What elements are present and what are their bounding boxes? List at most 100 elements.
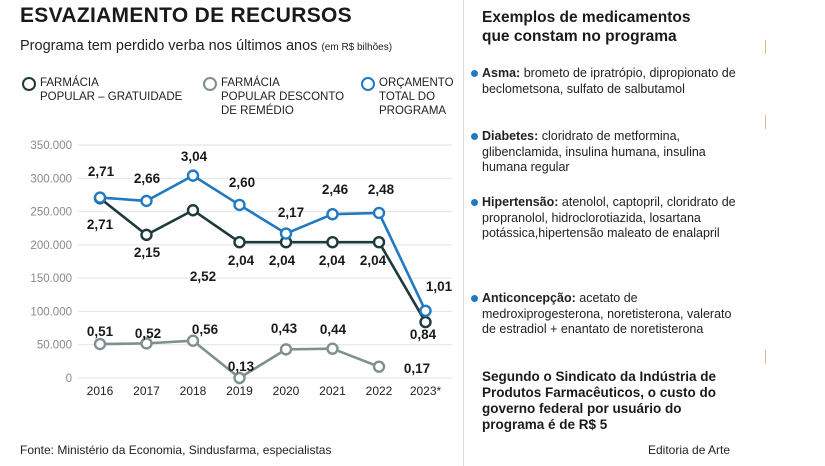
x-tick-label: 2019 <box>226 384 253 398</box>
y-tick-label: 300.000 <box>30 173 72 185</box>
data-label: 2,17 <box>278 205 304 220</box>
legend-label: FARMÁCIA POPULAR DESCONTO DE REMÉDIO <box>221 76 344 118</box>
series-line <box>99 174 427 312</box>
x-tick-label: 2018 <box>180 384 207 398</box>
line-chart: 350.000 300.000 250.000 200.000 150.000 100.0… <box>30 140 453 398</box>
edge-mark <box>765 350 766 364</box>
y-tick-label: 100.000 <box>30 306 72 318</box>
source-note: Fonte: Ministério da Economia, Sindusfar… <box>20 443 332 457</box>
data-label: 0,84 <box>410 327 437 342</box>
legend-label: FARMÁCIA POPULAR – GRATUIDADE <box>40 76 182 104</box>
legend-marker-icon <box>22 77 36 91</box>
legend-label: ORÇAMENTO TOTAL DO PROGRAMA <box>379 76 454 118</box>
data-label: 0,13 <box>228 359 255 374</box>
subtitle-unit: (em R$ bilhões) <box>321 42 393 53</box>
legend-line: FARMÁCIA <box>40 77 99 89</box>
bullet-icon <box>471 199 478 206</box>
y-tick-label: 50.000 <box>37 340 72 352</box>
data-label: 2,52 <box>190 269 216 284</box>
data-point <box>140 337 153 350</box>
data-label: 2,60 <box>229 175 255 190</box>
medication-list: cloridrato de metformina, glibenclamida,… <box>482 129 706 174</box>
data-point <box>326 208 339 221</box>
data-point <box>372 206 386 220</box>
data-label: 1,01 <box>426 279 453 294</box>
x-tick-label: 2016 <box>87 384 114 398</box>
medication-item-diabetes: Diabetes: cloridrato de metformina, glib… <box>470 129 744 176</box>
legend-line: TOTAL DO <box>379 91 436 103</box>
data-label: 2,46 <box>322 182 349 197</box>
cost-note: Segundo o Sindicato da Indústria de Prod… <box>482 369 717 432</box>
data-point <box>279 227 293 240</box>
data-label: 2,04 <box>360 253 387 268</box>
data-label: 2,71 <box>88 164 115 179</box>
data-point <box>372 360 386 373</box>
data-label: 3,04 <box>181 149 208 164</box>
medication-list: brometo de ipratrópio, dipropionato de b… <box>482 66 736 96</box>
chart-title: ESVAZIAMENTO DE RECURSOS <box>20 4 352 27</box>
y-tick-label: 250.000 <box>30 207 72 219</box>
data-label: 0,43 <box>271 321 298 336</box>
medication-category: Asma: <box>482 66 521 80</box>
medication-list: atenolol, captopril, cloridrato de propr… <box>482 195 736 240</box>
bullet-icon <box>471 295 478 302</box>
data-label: 0,44 <box>320 322 347 337</box>
x-tick-label: 2021 <box>319 384 346 398</box>
medication-panel: Exemplos de medicamentos que constam no … <box>470 8 736 336</box>
bullet-icon <box>471 133 478 140</box>
panel-title-line: que constam no programa <box>482 28 677 45</box>
chart-subtitle: Programa tem perdido verba nos últimos a… <box>20 38 392 54</box>
x-tick-label: 2020 <box>273 384 300 398</box>
legend-line: PROGRAMA <box>379 105 447 117</box>
edge-mark <box>765 115 766 129</box>
data-label: 0,52 <box>135 326 161 341</box>
legend-line: POPULAR – GRATUIDADE <box>40 91 183 103</box>
series-line <box>99 197 427 323</box>
credit-note: Editoria de Arte <box>648 443 731 457</box>
data-label: 2,04 <box>269 253 296 268</box>
data-label: 0,51 <box>87 324 114 339</box>
data-point <box>186 334 200 347</box>
medication-category: Hipertensão: <box>482 195 559 209</box>
data-point <box>326 342 339 355</box>
x-tick-label: 2023* <box>410 384 442 398</box>
legend-line: ORÇAMENTO <box>379 77 454 89</box>
legend-item-orcamento: ORÇAMENTO TOTAL DO PROGRAMA <box>361 76 454 118</box>
medication-category: Diabetes: <box>482 129 539 143</box>
y-tick-label: 150.000 <box>30 273 72 285</box>
legend-marker-icon <box>203 77 217 91</box>
data-point <box>419 304 432 317</box>
data-point <box>419 315 432 329</box>
panel-title-line: Exemplos de medicamentos <box>482 9 691 26</box>
legend-item-gratuidade: FARMÁCIA POPULAR – GRATUIDADE <box>22 76 182 104</box>
data-point <box>233 198 246 212</box>
data-point <box>233 235 246 249</box>
bullet-icon <box>471 70 478 77</box>
data-point <box>186 204 200 217</box>
data-point <box>326 235 339 249</box>
data-point <box>233 371 246 385</box>
data-point <box>140 194 153 208</box>
data-label: 2,48 <box>368 182 395 197</box>
data-point <box>372 235 386 249</box>
data-point <box>140 228 153 242</box>
medication-list: acetato de medroxiprogesterona, noretist… <box>482 291 732 336</box>
panel-title: Exemplos de medicamentos que constam no … <box>482 8 730 46</box>
data-label: 0,56 <box>192 322 219 337</box>
column-divider <box>463 0 464 466</box>
x-tick-label: 2017 <box>133 384 160 398</box>
legend-line: POPULAR DESCONTO <box>221 91 345 103</box>
subtitle-text: Programa tem perdido verba nos últimos a… <box>20 38 318 54</box>
data-label: 2,04 <box>319 253 346 268</box>
data-label: 0,17 <box>404 361 430 376</box>
data-point <box>93 337 107 351</box>
medication-item-anticoncepcao: Anticoncepção: acetato de medroxiprogest… <box>470 291 744 338</box>
legend-item-desconto: FARMÁCIA POPULAR DESCONTO DE REMÉDIO <box>203 76 344 118</box>
y-tick-label: 350.000 <box>30 140 72 152</box>
y-tick-label: 0 <box>66 373 72 385</box>
data-label: 2,15 <box>134 245 161 260</box>
edge-mark <box>765 40 766 54</box>
data-label: 2,71 <box>87 217 114 232</box>
legend-line: FARMÁCIA <box>221 77 280 89</box>
data-point <box>279 343 293 356</box>
